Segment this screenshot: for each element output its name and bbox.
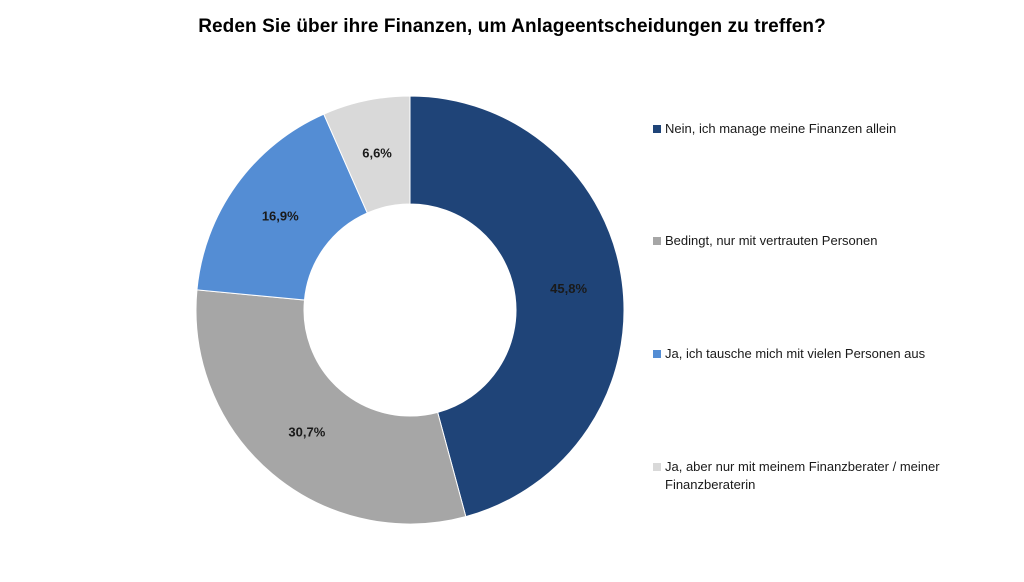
donut-slice-viele — [196, 113, 368, 301]
data-label-finanzberater: 6,6% — [362, 145, 392, 160]
chart-title: Reden Sie über ihre Finanzen, um Anlagee… — [198, 16, 826, 37]
data-label-bedingt: 30,7% — [288, 424, 325, 439]
donut-slice-bedingt — [195, 289, 467, 525]
data-label-viele: 16,9% — [262, 208, 299, 223]
legend-label: Ja, ich tausche mich mit vielen Personen… — [665, 346, 926, 361]
legend-label: Ja, aber nur mit meinem Finanzberater / … — [665, 459, 940, 492]
legend-item-bedingt: Bedingt, nur mit vertrauten Personen — [653, 232, 993, 250]
legend-item-allein: Nein, ich manage meine Finanzen allein — [653, 120, 993, 138]
legend-swatch-bedingt — [653, 237, 661, 245]
legend-swatch-finanzberater — [653, 463, 661, 471]
legend-swatch-viele — [653, 350, 661, 358]
legend-label: Nein, ich manage meine Finanzen allein — [665, 121, 897, 136]
legend-swatch-allein — [653, 125, 661, 133]
legend-item-finanzberater: Ja, aber nur mit meinem Finanzberater / … — [653, 458, 993, 494]
legend-item-viele: Ja, ich tausche mich mit vielen Personen… — [653, 345, 993, 363]
legend-label: Bedingt, nur mit vertrauten Personen — [665, 233, 878, 248]
donut-slice-allein — [409, 95, 625, 518]
donut-slice-finanzberater — [323, 95, 411, 214]
data-label-allein: 45,8% — [550, 281, 587, 296]
